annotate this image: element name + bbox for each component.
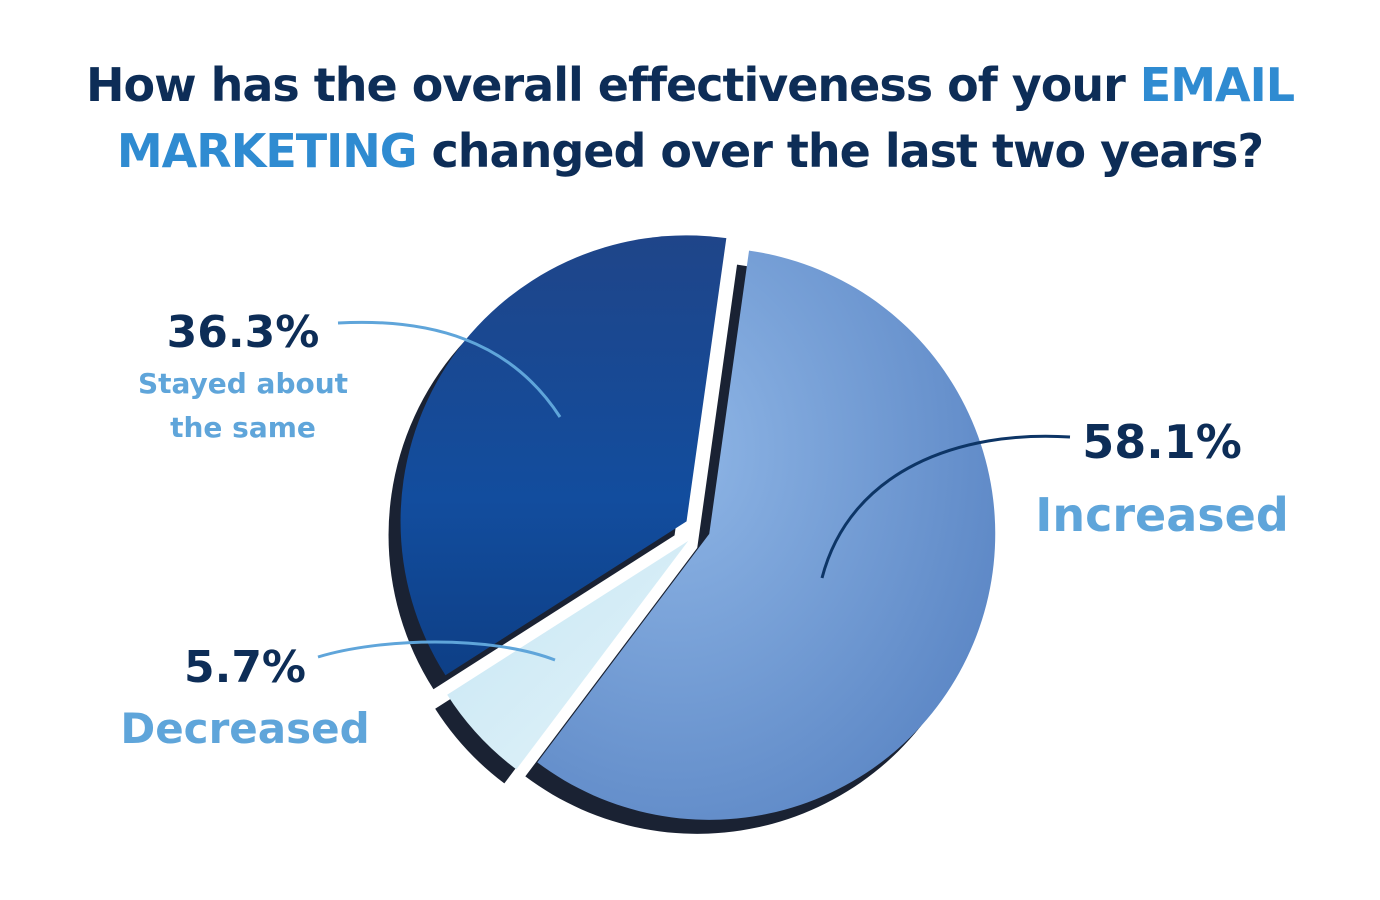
data-label-decreased-pct: 5.7%	[184, 642, 306, 693]
title-highlight-2: MARKETING	[116, 124, 418, 178]
slice-decreased	[447, 540, 689, 770]
chart-title: How has the overall effectiveness of you…	[0, 52, 1380, 184]
leader-line-decreased	[317, 640, 556, 662]
data-label-stayed-pct: 36.3%	[167, 307, 320, 358]
title-line-1: How has the overall effectiveness of you…	[0, 52, 1380, 118]
title-text-2: changed over the last two years?	[416, 124, 1265, 178]
title-highlight-1: EMAIL	[1139, 58, 1295, 112]
title-line-2: MARKETING changed over the last two year…	[0, 118, 1380, 184]
leader-line-stayed	[337, 320, 562, 418]
pie-slices	[400, 235, 996, 820]
data-label-stayed-line-2: the same	[170, 411, 316, 444]
slice-increased	[537, 250, 996, 820]
data-label-stayed-line-1: Stayed about	[138, 367, 348, 400]
data-label-increased: Increased	[1035, 488, 1289, 542]
leader-line-increased	[820, 434, 1071, 579]
data-label-decreased: Decreased	[120, 704, 369, 753]
title-text-1: How has the overall effectiveness of you…	[85, 58, 1140, 112]
data-label-increased-pct: 58.1%	[1082, 415, 1242, 469]
